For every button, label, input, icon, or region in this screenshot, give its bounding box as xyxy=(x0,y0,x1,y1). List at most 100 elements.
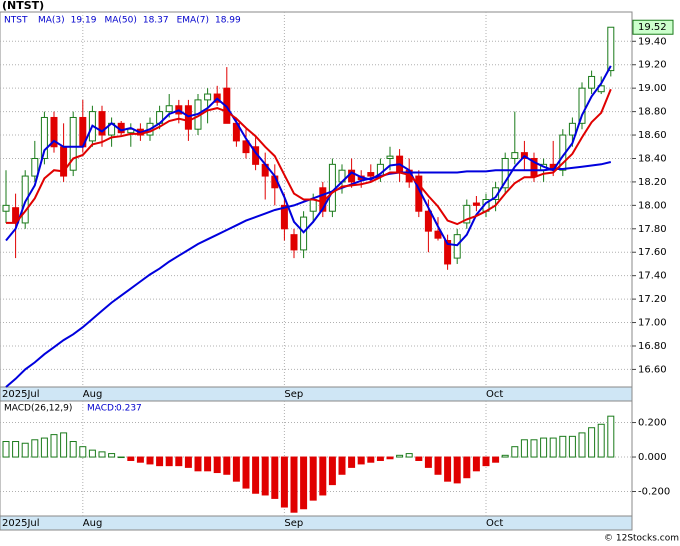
x-tick-label: Sep xyxy=(284,518,303,529)
y-tick-label: 18.60 xyxy=(638,130,667,141)
macd-bar xyxy=(117,456,125,459)
macd-bar xyxy=(223,456,231,475)
macd-bar xyxy=(338,456,346,475)
macd-bar xyxy=(69,441,77,458)
macd-bar xyxy=(309,456,317,501)
macd-bar xyxy=(597,423,605,458)
macd-bar xyxy=(511,446,519,458)
legend-value: 18.37 xyxy=(143,16,169,26)
macd-bar xyxy=(108,453,116,458)
macd-bar xyxy=(463,456,471,479)
candle-body xyxy=(40,116,48,159)
candle-body xyxy=(424,210,432,232)
macd-bar xyxy=(424,456,432,468)
x-tick-label: 2025Jul xyxy=(2,389,40,400)
legend-value: 19.19 xyxy=(71,16,97,26)
candle-body xyxy=(530,157,538,177)
macd-bar xyxy=(12,441,20,458)
macd-bar xyxy=(21,442,29,458)
macd-bar xyxy=(444,456,452,482)
candle-body xyxy=(453,234,461,259)
macd-bar xyxy=(2,441,10,458)
macd-bar xyxy=(588,427,596,458)
macd-value: 0.237 xyxy=(116,404,142,414)
candle-body xyxy=(578,87,586,124)
macd-bar xyxy=(568,435,576,458)
candle-body xyxy=(290,234,298,251)
macd-bar xyxy=(242,456,250,489)
candle-body xyxy=(50,116,58,148)
macd-bar xyxy=(252,456,260,494)
candle-body xyxy=(309,199,317,212)
legend-entry: EMA(7) xyxy=(177,16,209,26)
candle-body xyxy=(31,157,39,177)
macd-bar xyxy=(376,456,384,461)
y-tick-label: 17.40 xyxy=(638,271,667,282)
macd-bar xyxy=(482,456,490,467)
macd-bar xyxy=(328,456,336,486)
candle-body xyxy=(21,175,29,224)
macd-bar xyxy=(472,456,480,472)
footer: © 12Stocks.com xyxy=(604,534,679,544)
x-tick-label: Sep xyxy=(284,389,303,400)
macd-bar xyxy=(492,456,500,463)
macd-bar xyxy=(88,449,96,458)
macd-bar xyxy=(405,453,413,458)
candle-body xyxy=(607,26,615,72)
candle-body xyxy=(501,157,509,189)
price-box xyxy=(632,19,674,35)
legend-entry: MA(50) xyxy=(104,16,136,26)
y-tick-label: 19.00 xyxy=(638,83,667,94)
macd-bar xyxy=(146,456,154,465)
macd-bar xyxy=(415,456,423,461)
macd-bar xyxy=(261,456,269,496)
macd-bar xyxy=(213,456,221,474)
macd-bar xyxy=(540,437,548,458)
y-tick-label: 0.000 xyxy=(638,452,667,463)
macd-bar xyxy=(559,435,567,458)
macd-bar xyxy=(136,456,144,463)
candle-body xyxy=(463,204,471,224)
y-tick-label: 16.60 xyxy=(638,364,667,375)
last-price: 19.52 xyxy=(638,22,667,33)
macd-bar xyxy=(204,456,212,472)
y-tick-label: 18.20 xyxy=(638,177,667,188)
candle-body xyxy=(568,122,576,136)
macd-bar xyxy=(501,454,509,458)
candle-body xyxy=(280,204,288,230)
macd-bar xyxy=(79,446,87,458)
candle-body xyxy=(588,75,596,89)
x-tick-label: Oct xyxy=(486,389,503,400)
y-tick-label: 18.40 xyxy=(638,153,667,164)
y-tick-label: -0.200 xyxy=(638,487,670,498)
macd-bar xyxy=(348,456,356,468)
macd-bar xyxy=(50,434,58,458)
macd-bar xyxy=(520,439,528,458)
y-tick-label: 18.00 xyxy=(638,200,667,211)
indicator-line xyxy=(6,88,612,226)
macd-bar xyxy=(232,456,240,482)
macd-bar xyxy=(434,456,442,475)
macd-bar xyxy=(290,456,298,513)
y-tick-label: 18.80 xyxy=(638,107,667,118)
x-tick-label: Aug xyxy=(83,389,103,400)
macd-bar xyxy=(40,437,48,458)
candle-body xyxy=(434,230,442,239)
y-tick-label: 17.80 xyxy=(638,224,667,235)
macd-bar xyxy=(194,456,202,472)
candle-body xyxy=(386,155,394,159)
candle-body xyxy=(472,202,480,206)
candle-body xyxy=(2,204,10,212)
candle-body xyxy=(165,105,173,113)
y-tick-label: 19.40 xyxy=(638,36,667,47)
candle-body xyxy=(127,128,135,134)
macd-bar xyxy=(280,456,288,508)
macd-bar xyxy=(165,456,173,467)
macd-bar xyxy=(530,439,538,458)
candle-body xyxy=(204,93,212,101)
x-tick-label: Oct xyxy=(486,518,503,529)
macd-bar xyxy=(386,456,394,460)
y-tick-label: 17.20 xyxy=(638,294,667,305)
candle-body xyxy=(242,140,250,154)
macd-bar xyxy=(578,432,586,458)
